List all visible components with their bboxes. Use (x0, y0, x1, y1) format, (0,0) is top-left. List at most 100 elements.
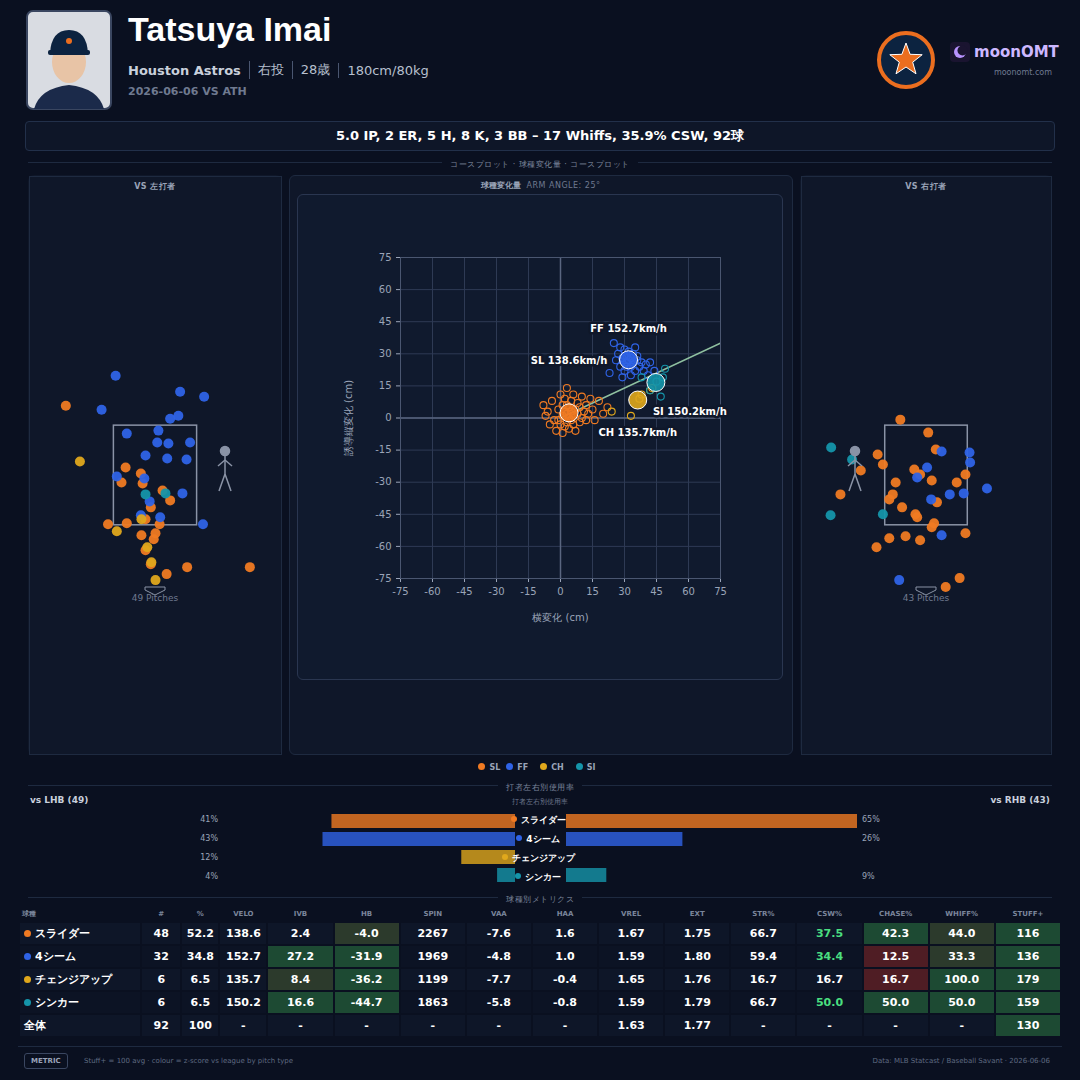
svg-text:誘導縦変化 (cm): 誘導縦変化 (cm) (343, 380, 354, 456)
html-text:16.7: 16.7 (749, 973, 777, 986)
svg-text:60: 60 (379, 284, 392, 295)
html-text:135.7: 135.7 (226, 973, 261, 986)
svg-text:-45: -45 (375, 509, 391, 520)
html-text:59.4: 59.4 (749, 950, 777, 963)
svg-text:SI 150.2km/h: SI 150.2km/h (653, 406, 727, 417)
svg-text:-60: -60 (424, 586, 440, 597)
html-text:44.0: 44.0 (948, 927, 976, 940)
svg-text:SL 138.6km/h: SL 138.6km/h (531, 355, 608, 366)
svg-text:-30: -30 (488, 586, 504, 597)
html-text:138.6: 138.6 (226, 927, 261, 940)
svg-text:-30: -30 (375, 476, 391, 487)
html-text:16.6: 16.6 (286, 996, 315, 1009)
svg-text:15: 15 (379, 380, 392, 391)
html-text:5.0 IP, 2 ER, 5 H, 8 K, 3 BB –: 5.0 IP, 2 ER, 5 H, 8 K, 3 BB – 17 Whiffs… (335, 128, 745, 143)
svg-text:-75: -75 (375, 573, 391, 584)
svg-text:-15: -15 (520, 586, 536, 597)
html-text:1.0: 1.0 (555, 950, 575, 963)
svg-text:0: 0 (385, 412, 391, 423)
html-text:チェンジアップ: チェンジアップ (35, 973, 112, 986)
html-text:moonOMT: moonOMT (974, 43, 1059, 61)
html-text:-7.7: -7.7 (486, 973, 511, 986)
html-text:右投: 右投 (257, 62, 284, 77)
html-text:34.4: 34.4 (815, 950, 844, 963)
html-text:34.8: 34.8 (186, 950, 214, 963)
svg-text:FF 152.7km/h: FF 152.7km/h (590, 323, 667, 334)
html-text:1.59: 1.59 (617, 996, 645, 1009)
html-text:Tatsuya Imai: Tatsuya Imai (128, 10, 332, 48)
html-text:6.5: 6.5 (190, 973, 211, 986)
html-text:2.4: 2.4 (290, 927, 311, 940)
svg-text:15: 15 (586, 586, 599, 597)
html-text:-4.8: -4.8 (486, 950, 511, 963)
html-text:-4.0: -4.0 (354, 927, 379, 940)
html-text:4シーム: 4シーム (35, 950, 76, 963)
html-text:152.7: 152.7 (226, 950, 261, 963)
html-text:66.7: 66.7 (749, 996, 777, 1009)
html-text:8.4: 8.4 (290, 973, 311, 986)
svg-text:-15: -15 (375, 444, 391, 455)
svg-text:60: 60 (682, 586, 695, 597)
html-text:150.2: 150.2 (226, 996, 261, 1009)
svg-text:0: 0 (557, 586, 563, 597)
html-text:1.59: 1.59 (617, 950, 645, 963)
html-text:37.5: 37.5 (815, 927, 844, 940)
html-text:28歳: 28歳 (300, 62, 331, 77)
html-text:1.75: 1.75 (683, 927, 711, 940)
html-text:6.5: 6.5 (190, 996, 211, 1009)
html-text:16.7: 16.7 (882, 973, 910, 986)
html-text:1.6: 1.6 (555, 927, 575, 940)
html-text:27.2: 27.2 (286, 950, 315, 963)
svg-text:-60: -60 (375, 541, 391, 552)
svg-text:30: 30 (618, 586, 631, 597)
html-text:42.3: 42.3 (882, 927, 910, 940)
html-text:-5.8: -5.8 (486, 996, 511, 1009)
html-text:32: 32 (153, 950, 169, 963)
svg-text:45: 45 (650, 586, 663, 597)
html-text:179: 179 (1016, 973, 1040, 986)
svg-text:75: 75 (379, 252, 392, 263)
html-text:92: 92 (153, 1019, 169, 1032)
html-text:116: 116 (1016, 927, 1040, 940)
html-text:16.7: 16.7 (815, 973, 844, 986)
html-text:-7.6: -7.6 (486, 927, 511, 940)
html-text:Houston Astros: Houston Astros (128, 62, 241, 78)
html-text:1.67: 1.67 (617, 927, 645, 940)
html-text:12.5: 12.5 (882, 950, 910, 963)
html-text:1863: 1863 (417, 996, 449, 1009)
html-text:-36.2: -36.2 (350, 973, 383, 986)
html-text:-31.9: -31.9 (350, 950, 383, 963)
html-text:52.2: 52.2 (186, 927, 214, 940)
html-text:50.0: 50.0 (815, 996, 844, 1009)
html-text:1199: 1199 (417, 973, 449, 986)
html-text:-0.4: -0.4 (553, 973, 577, 986)
html-text:-0.8: -0.8 (553, 996, 577, 1009)
html-text:2026-06-06 VS ATH: 2026-06-06 VS ATH (128, 85, 247, 98)
html-text:1.80: 1.80 (683, 950, 711, 963)
html-text:33.3: 33.3 (948, 950, 976, 963)
html-text:1.65: 1.65 (617, 973, 645, 986)
svg-text:横変化 (cm): 横変化 (cm) (532, 612, 588, 623)
html-text:1.76: 1.76 (683, 973, 711, 986)
html-text:50.0: 50.0 (882, 996, 910, 1009)
html-text:1.79: 1.79 (683, 996, 711, 1009)
svg-text:30: 30 (379, 348, 392, 359)
html-text:スライダー: スライダー (35, 927, 90, 940)
svg-text:-45: -45 (456, 586, 472, 597)
html-text:100.0: 100.0 (944, 973, 980, 986)
html-text:180cm/80kg: 180cm/80kg (347, 62, 429, 78)
html-text:48: 48 (153, 927, 169, 940)
html-text:136: 136 (1016, 950, 1040, 963)
svg-text:-75: -75 (392, 586, 408, 597)
html-text:50.0: 50.0 (948, 996, 976, 1009)
svg-text:CH 135.7km/h: CH 135.7km/h (598, 427, 677, 438)
html-text:1969: 1969 (417, 950, 449, 963)
html-text:-44.7: -44.7 (350, 996, 383, 1009)
html-text:66.7: 66.7 (749, 927, 777, 940)
html-text:全体: 全体 (24, 1019, 46, 1032)
html-text:シンカー: シンカー (35, 996, 79, 1009)
svg-text:75: 75 (714, 586, 727, 597)
svg-text:45: 45 (379, 316, 392, 327)
html-text:159: 159 (1016, 996, 1040, 1009)
html-text:2267: 2267 (417, 927, 449, 940)
